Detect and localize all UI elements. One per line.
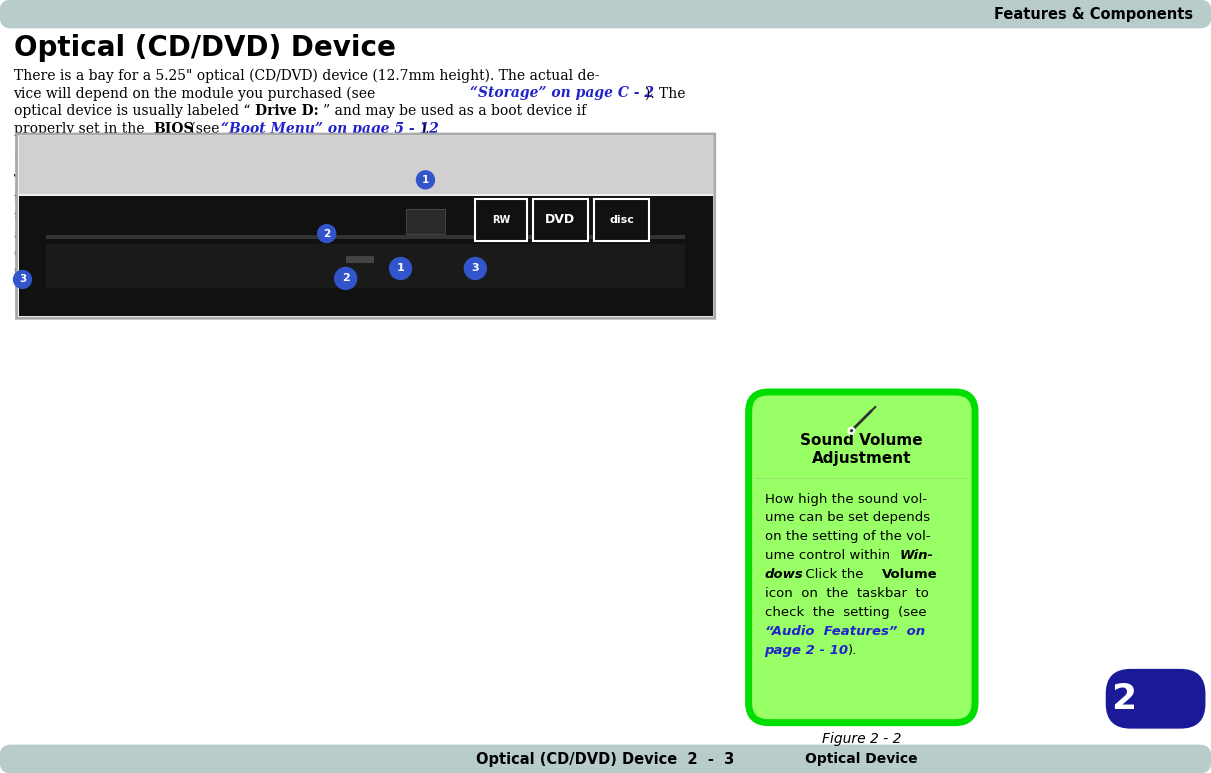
FancyBboxPatch shape [748,392,975,723]
Text: vice will depend on the module you purchased (see: vice will depend on the module you purch… [13,87,380,100]
Text: DVD: DVD [545,213,575,226]
Text: ).: ). [420,122,430,136]
Text: 2: 2 [342,274,350,284]
Circle shape [317,225,335,243]
Text: optical device is usually labeled “: optical device is usually labeled “ [13,104,249,118]
Bar [345,256,374,264]
Text: Drive D:: Drive D: [254,104,318,118]
Bar [18,196,713,316]
Text: ume can be set depends: ume can be set depends [764,512,930,525]
Text: Optical Device: Optical Device [805,751,918,765]
Text: . Click the: . Click the [797,568,867,581]
Text: Figure 2 - 2: Figure 2 - 2 [821,731,901,746]
Text: icon  on  the  taskbar  to: icon on the taskbar to [764,587,929,600]
Text: dows: dows [764,568,803,581]
Text: Sound Volume
Adjustment: Sound Volume Adjustment [800,433,923,466]
FancyBboxPatch shape [1106,669,1205,729]
Text: on the setting of the vol-: on the setting of the vol- [764,530,930,543]
Circle shape [417,171,435,189]
Text: To insert a CD/DVD, press the open button: To insert a CD/DVD, press the open butto… [13,174,314,188]
Text: 3: 3 [471,264,480,274]
FancyBboxPatch shape [0,0,1211,29]
Text: 2: 2 [323,229,331,239]
Text: “Storage” on page C - 2: “Storage” on page C - 2 [470,87,654,100]
Circle shape [334,267,356,289]
Text: ume control within: ume control within [764,550,894,562]
Bar [46,243,684,288]
Text: Features & Components: Features & Components [994,7,1194,22]
Text: properly set in the: properly set in the [13,122,149,136]
Text: will light up while data is being accessed,: will light up while data is being access… [339,227,635,242]
Text: Optical (CD/DVD) Device: Optical (CD/DVD) Device [13,35,396,63]
Bar [533,199,589,240]
FancyBboxPatch shape [0,744,1211,773]
Text: 1: 1 [421,175,429,185]
Text: There is a bay for a 5.25" optical (CD/DVD) device (12.7mm height). The actual d: There is a bay for a 5.25" optical (CD/D… [13,68,599,83]
Text: and carefully place a CD/DVD onto: and carefully place a CD/DVD onto [438,174,684,188]
Text: ). The: ). The [645,87,685,100]
Text: Optical (CD/DVD) Device  2  -  3: Optical (CD/DVD) Device 2 - 3 [476,752,734,767]
Bar [406,209,446,233]
Text: “Boot Menu” on page 5 - 12: “Boot Menu” on page 5 - 12 [220,122,438,136]
Text: BIOS: BIOS [153,122,194,136]
Bar [18,136,713,194]
Text: 1: 1 [397,264,404,274]
Text: Win-: Win- [900,550,934,562]
FancyBboxPatch shape [17,134,714,318]
Text: ed, insert an object such as a straightened paper clip into the emergency eject : ed, insert an object such as a straighte… [13,264,604,278]
Text: the disc tray with label-side facing up (use just enough force for the disc to c: the disc tray with label-side facing up … [13,192,619,206]
Text: (see: (see [186,122,224,136]
Text: the tray’s spindle). Gently push the CD/DVD tray in until its lock “clicks” and : the tray’s spindle). Gently push the CD/… [13,209,586,224]
Text: page 2 - 10: page 2 - 10 [764,644,849,657]
Circle shape [13,271,31,288]
Text: check  the  setting  (see: check the setting (see [764,606,926,619]
Text: to open the tray.: to open the tray. [36,281,151,295]
Text: disc: disc [609,215,635,225]
Text: Volume: Volume [883,568,937,581]
Circle shape [464,257,487,279]
Text: are ready to start. The busy indicator: are ready to start. The busy indicator [13,227,279,242]
Text: “Audio  Features”  on: “Audio Features” on [764,625,925,638]
Text: 3: 3 [19,274,27,284]
Text: ).: ). [849,644,857,657]
Text: Loading Discs: Loading Discs [13,149,165,168]
Text: How high the sound vol-: How high the sound vol- [764,492,926,506]
Bar [595,199,649,240]
Text: 2: 2 [1112,682,1136,716]
Bar [476,199,527,240]
Circle shape [390,257,412,279]
Text: RW: RW [492,215,510,225]
Text: ” and may be used as a boot device if: ” and may be used as a boot device if [322,104,586,118]
Text: or while an audio/video CD, or DVD, is playing. If power is unexpectedly interru: or while an audio/video CD, or DVD, is p… [13,246,597,260]
Bar [46,235,684,239]
